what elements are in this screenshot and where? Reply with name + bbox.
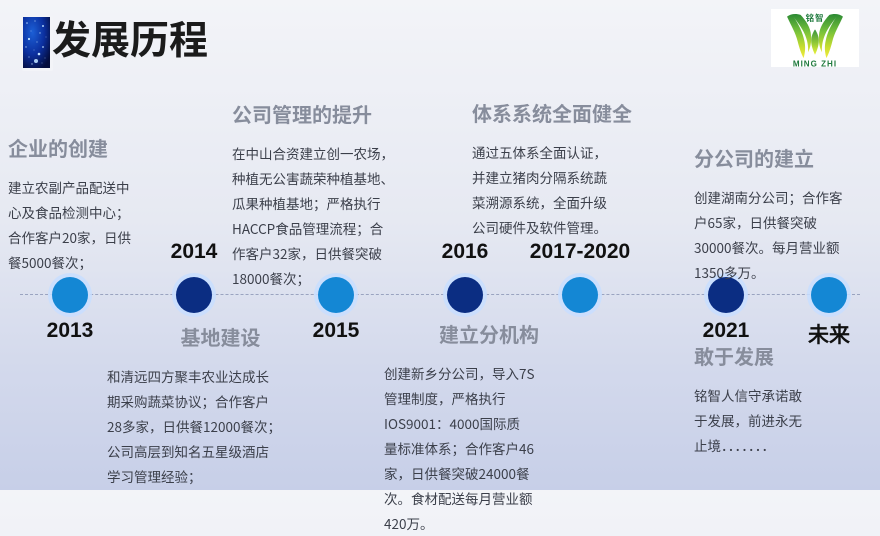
svg-text:铭智: 铭智 — [806, 12, 825, 24]
svg-text:MING ZHI: MING ZHI — [793, 60, 837, 67]
